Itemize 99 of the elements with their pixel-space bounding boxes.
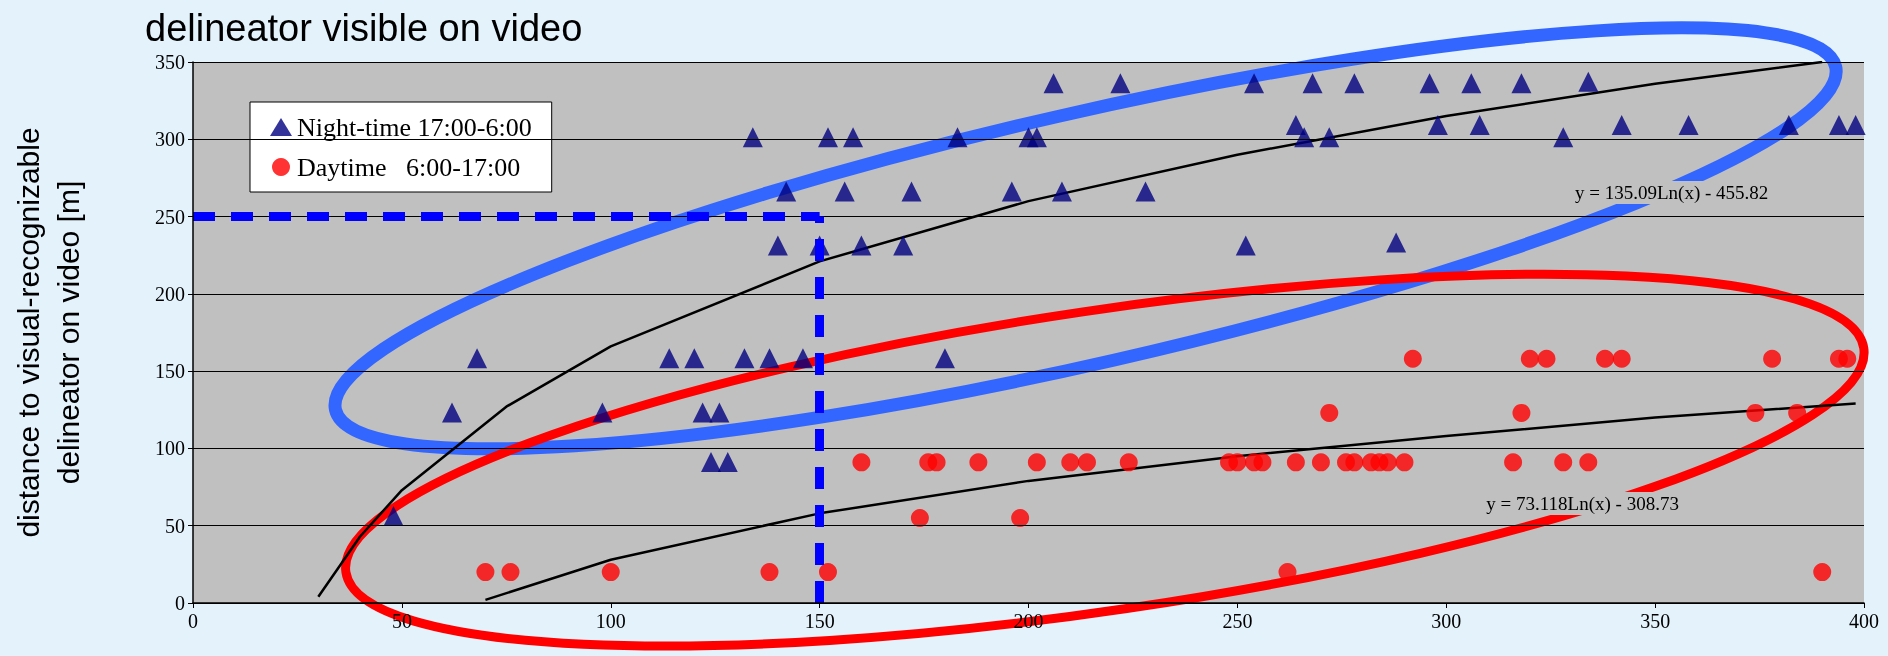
point [834,181,855,202]
point [1135,181,1156,202]
x-tick-label: 50 [391,610,412,632]
point [734,348,755,369]
point [1813,563,1832,582]
point [760,563,779,582]
point [1320,403,1339,422]
point [1011,508,1030,527]
legend-label: Night-time 17:00-6:00 [297,112,532,142]
x-tick-label: 250 [1222,610,1253,632]
point [792,348,813,369]
x-tick-label: 100 [595,610,626,632]
point [1001,181,1022,202]
point [817,127,838,148]
point [1286,453,1305,472]
point [1344,73,1365,94]
point [893,235,914,256]
point [659,348,680,369]
point [852,453,871,472]
y-tick-label: 0 [175,592,185,614]
point [1461,73,1482,94]
point [601,563,620,582]
point [1469,114,1490,135]
point [1596,349,1614,368]
point [1537,349,1556,368]
point [1051,181,1072,202]
chart-title: delineator visible on video [145,7,583,49]
point [1395,453,1414,472]
point [1512,403,1531,422]
point [1403,349,1422,368]
point [592,402,613,423]
point [1311,453,1330,472]
point [1078,453,1096,472]
point [442,402,463,423]
y-axis-title: distance to visual-recognizable delineator on video [m] [11,127,85,538]
point [947,127,968,148]
point [1244,73,1265,94]
point [1788,403,1807,422]
point [1778,114,1799,135]
annotation: y = 135.09Ln(x) - 455.82 [1575,181,1769,204]
point [1746,403,1765,422]
point [1061,453,1080,472]
point [1520,349,1539,368]
point [1419,73,1440,94]
point [759,348,780,369]
point [969,453,988,472]
point [1579,453,1598,472]
point [1554,453,1573,472]
point [692,402,713,423]
point [1612,349,1631,368]
y-tick-label: 200 [155,282,185,305]
x-tick-label: 150 [804,610,835,632]
point [767,235,788,256]
point [910,508,929,527]
annotation: y = 73.118Ln(x) - 308.73 [1486,492,1679,515]
point [927,453,946,472]
point [1828,114,1849,135]
y-tick-label: 50 [165,514,185,537]
y-tick-label: 350 [155,51,185,73]
y-tick-label: 250 [155,205,185,228]
point [819,563,837,582]
point [709,402,730,423]
x-tick-label: 400 [1849,610,1879,632]
point [1228,453,1247,472]
y-tick-label: 100 [155,437,185,460]
point [1302,73,1323,94]
point [467,348,488,369]
y-tick-label: 300 [155,128,185,151]
point [1043,73,1064,94]
point [501,563,520,582]
point [1838,349,1857,368]
point [1345,453,1364,472]
point [1119,453,1138,472]
point [1110,73,1131,94]
point [1253,453,1272,472]
point [901,181,922,202]
point [1504,453,1523,472]
point [776,181,797,202]
point [1611,114,1632,135]
x-tick-label: 350 [1640,610,1671,632]
point [1845,114,1866,135]
point [851,235,872,256]
point [1678,114,1699,135]
y-tick-label: 150 [155,360,185,383]
point [1235,235,1256,256]
point [843,127,864,148]
point [684,348,705,369]
point [1511,73,1532,94]
point [1763,349,1782,368]
point [1027,453,1046,472]
point [1427,114,1448,135]
point [1378,453,1397,472]
point [1285,114,1306,135]
x-tick-label: 300 [1431,610,1462,632]
point [1578,71,1599,92]
legend-label: Daytime 6:00-17:00 [297,152,521,182]
point [934,348,955,369]
point [476,563,495,582]
point [1386,232,1407,253]
